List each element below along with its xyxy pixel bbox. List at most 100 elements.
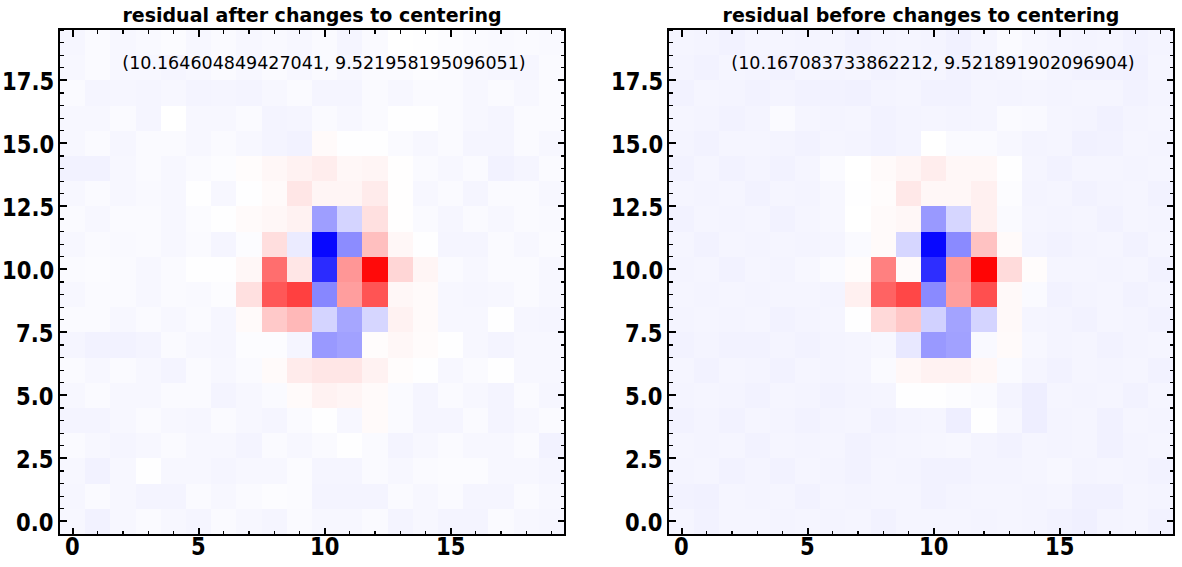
heatmap-cell — [1072, 257, 1097, 282]
y-minor-tick — [1170, 445, 1174, 446]
heatmap-cell — [845, 30, 870, 55]
x-minor-tick — [1034, 30, 1035, 34]
heatmap-cell — [946, 257, 971, 282]
heatmap-cell — [896, 106, 921, 131]
heatmap-cell — [438, 206, 463, 231]
heatmap-cell — [997, 458, 1022, 483]
heatmap-cell — [161, 181, 186, 206]
heatmap-cell — [896, 232, 921, 257]
y-major-tick — [558, 520, 565, 522]
y-minor-tick — [669, 508, 673, 509]
heatmap-cell — [719, 332, 744, 357]
y-minor-tick — [1170, 483, 1174, 484]
heatmap-cell — [770, 30, 795, 55]
heatmap-cell — [312, 131, 337, 156]
y-major-tick — [669, 79, 676, 81]
y-major-tick — [1167, 457, 1174, 459]
heatmap-cell — [362, 80, 387, 105]
y-minor-tick — [561, 433, 565, 434]
heatmap-cell — [896, 358, 921, 383]
heatmap-cell — [1123, 383, 1148, 408]
x-minor-tick — [526, 30, 527, 34]
heatmap-cell — [997, 106, 1022, 131]
x-minor-tick — [400, 531, 401, 535]
heatmap-cell — [312, 156, 337, 181]
heatmap-cell — [1022, 282, 1047, 307]
heatmap-cell — [971, 458, 996, 483]
heatmap-cell — [136, 383, 161, 408]
heatmap-cell — [438, 181, 463, 206]
heatmap-cell — [463, 307, 488, 332]
x-tick-label: 0 — [632, 535, 732, 559]
heatmap-cell — [946, 433, 971, 458]
heatmap-cell — [946, 156, 971, 181]
y-tick-label: 0.0 — [0, 511, 54, 535]
heatmap-cell — [795, 433, 820, 458]
x-minor-tick — [958, 30, 959, 34]
heatmap-cell — [236, 156, 261, 181]
heatmap-cell — [946, 232, 971, 257]
y-minor-tick — [561, 231, 565, 232]
heatmap-cell — [1123, 282, 1148, 307]
y-minor-tick — [60, 407, 64, 408]
x-minor-tick — [1109, 531, 1110, 535]
heatmap-cell — [770, 282, 795, 307]
heatmap-cell — [845, 484, 870, 509]
heatmap-cell — [1047, 131, 1072, 156]
y-tick-label: 2.5 — [0, 448, 54, 472]
heatmap-cell — [161, 358, 186, 383]
x-minor-tick — [1084, 531, 1085, 535]
center-annotation-left: (10.164604849427041, 9.521958195096051) — [72, 53, 576, 73]
heatmap-cell — [1022, 408, 1047, 433]
heatmap-cell — [362, 282, 387, 307]
heatmap-cell — [1072, 433, 1097, 458]
x-minor-tick — [97, 531, 98, 535]
heatmap-cell — [719, 282, 744, 307]
heatmap-cell — [921, 257, 946, 282]
heatmap-cell — [287, 80, 312, 105]
heatmap-cell — [921, 80, 946, 105]
heatmap-cell — [388, 257, 413, 282]
heatmap-cell — [287, 433, 312, 458]
heatmap-cell — [997, 206, 1022, 231]
y-minor-tick — [60, 294, 64, 295]
heatmap-cell — [161, 30, 186, 55]
heatmap-cell — [161, 282, 186, 307]
heatmap-cell — [438, 332, 463, 357]
heatmap-cell — [745, 458, 770, 483]
heatmap-cell — [110, 458, 135, 483]
heatmap-cell — [1072, 307, 1097, 332]
heatmap-cell — [745, 433, 770, 458]
heatmap-cell — [362, 332, 387, 357]
heatmap-cell — [362, 383, 387, 408]
heatmap-cell — [921, 282, 946, 307]
heatmap-cell — [337, 30, 362, 55]
y-minor-tick — [669, 105, 673, 106]
x-tick-label: 10 — [884, 535, 984, 559]
heatmap-cell — [770, 232, 795, 257]
heatmap-cell — [946, 282, 971, 307]
heatmap-cell — [669, 181, 694, 206]
heatmap-cell — [1097, 232, 1122, 257]
heatmap-cell — [186, 156, 211, 181]
heatmap-cell — [312, 106, 337, 131]
heatmap-cell — [85, 358, 110, 383]
heatmap-cell — [770, 131, 795, 156]
x-minor-tick — [1160, 30, 1161, 34]
y-minor-tick — [669, 382, 673, 383]
heatmap-cell — [1022, 433, 1047, 458]
y-minor-tick — [1170, 155, 1174, 156]
heatmap-cell — [719, 257, 744, 282]
heatmap-cell — [669, 358, 694, 383]
y-minor-tick — [60, 42, 64, 43]
heatmap-cell — [413, 484, 438, 509]
y-minor-tick — [60, 496, 64, 497]
x-minor-tick — [1135, 531, 1136, 535]
heatmap-cell — [413, 30, 438, 55]
heatmap-cell — [287, 131, 312, 156]
heatmap-cell — [388, 282, 413, 307]
heatmap-cell — [1072, 408, 1097, 433]
heatmap-cell — [1072, 484, 1097, 509]
heatmap-cell — [287, 206, 312, 231]
heatmap-cell — [438, 282, 463, 307]
